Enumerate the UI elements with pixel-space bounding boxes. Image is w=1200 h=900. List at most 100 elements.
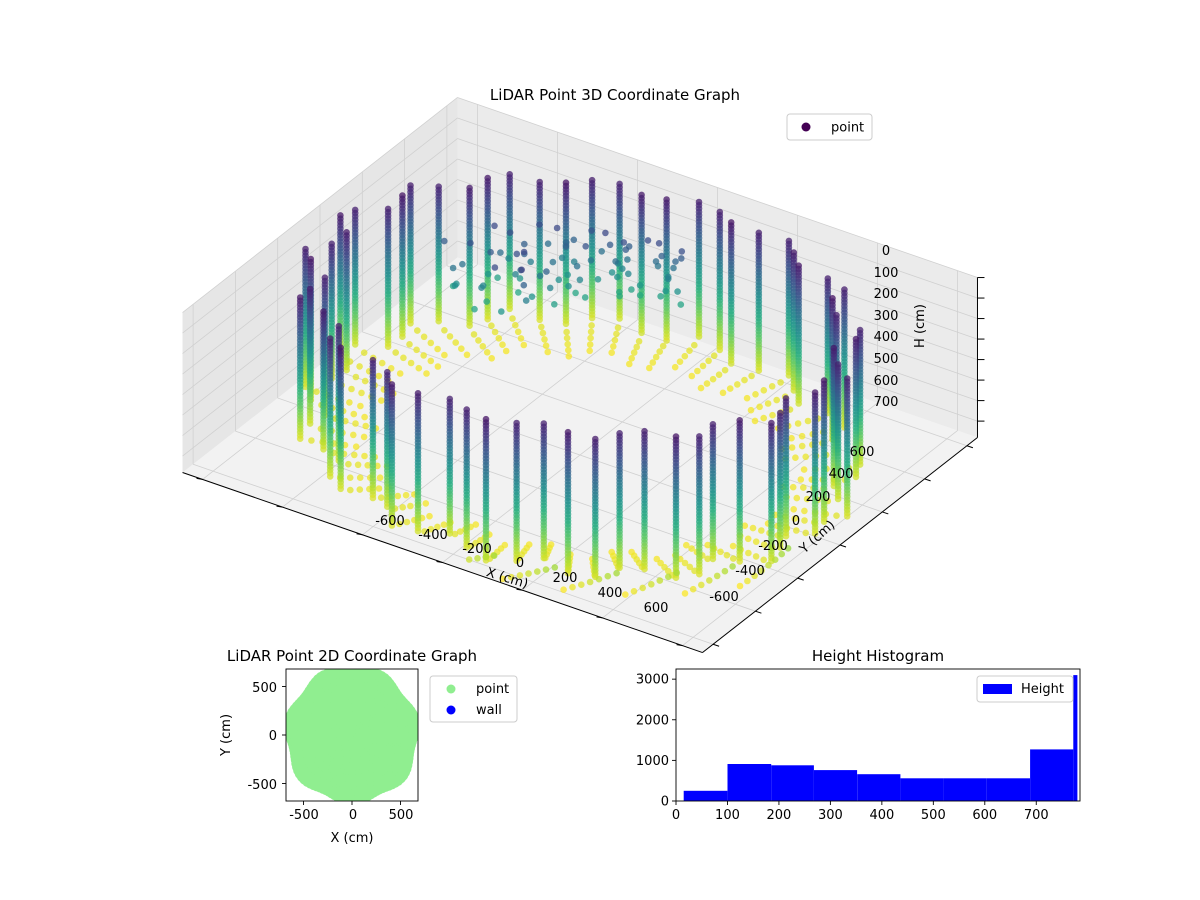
x-tick-label: -600: [375, 514, 405, 529]
data-point: [694, 367, 701, 375]
data-point: [612, 258, 619, 265]
x-tick-label: 600: [644, 601, 669, 616]
data-point: [793, 494, 801, 502]
data-point: [555, 276, 563, 284]
data-point: [659, 342, 667, 350]
histogram-bar: [813, 770, 858, 801]
data-point: [399, 504, 407, 511]
data-point: [630, 588, 638, 595]
chart-2d-title: LiDAR Point 2D Coordinate Graph: [227, 647, 477, 665]
data-point: [709, 555, 717, 563]
data-point: [565, 353, 573, 360]
data-point: [610, 343, 617, 350]
x-tick-label: 700: [1024, 808, 1049, 823]
data-point: [415, 364, 423, 372]
data-point: [769, 411, 776, 419]
data-point: [752, 391, 759, 398]
histogram-legend: Height: [976, 675, 1074, 703]
data-point: [613, 330, 620, 338]
data-point: [614, 273, 621, 281]
data-point: [691, 341, 698, 349]
x-tick-label: 0: [672, 808, 680, 823]
data-point: [350, 431, 357, 439]
data-point: [347, 486, 354, 494]
data-point: [715, 371, 723, 379]
data-point: [820, 518, 828, 525]
data-point: [546, 284, 554, 292]
data-point: [360, 349, 368, 357]
data-point: [520, 281, 528, 289]
data-point: [727, 360, 735, 367]
data-point: [538, 323, 545, 331]
data-point: [749, 524, 757, 532]
data-point: [717, 548, 724, 556]
data-point: [354, 461, 362, 469]
data-point: [459, 260, 466, 268]
data-point: [483, 298, 491, 305]
x-tick-label: -200: [462, 542, 492, 557]
data-point: [427, 525, 435, 533]
data-point: [678, 248, 686, 255]
data-point: [713, 572, 721, 580]
data-point: [361, 413, 368, 421]
data-point: [734, 381, 741, 388]
data-point: [565, 346, 572, 354]
data-point: [792, 454, 799, 462]
y-axis-label: Y (cm): [219, 714, 234, 757]
data-point: [736, 582, 744, 590]
data-point: [553, 224, 561, 232]
data-point: [804, 417, 812, 425]
data-point: [691, 567, 698, 575]
data-point: [788, 434, 795, 442]
data-point: [562, 243, 570, 250]
data-point: [358, 389, 365, 397]
data-point: [595, 575, 603, 583]
data-point: [745, 549, 752, 557]
data-point: [543, 268, 550, 275]
data-point: [760, 556, 767, 564]
data-point: [800, 466, 808, 473]
data-point: [747, 406, 755, 414]
data-point: [560, 586, 567, 593]
y-tick-label: 400: [829, 467, 854, 482]
data-point: [326, 473, 334, 480]
legend-label-height: Height: [1021, 682, 1064, 697]
y-tick: [839, 544, 847, 548]
data-point: [777, 379, 784, 386]
data-point: [587, 257, 595, 264]
legend-label-wall: wall: [476, 703, 502, 718]
data-point: [758, 567, 765, 574]
data-point: [434, 363, 442, 370]
chart-2d-points: [286, 669, 418, 801]
chart-2d: LiDAR Point 2D Coordinate Graph -500 0 5…: [219, 647, 518, 846]
data-point: [723, 551, 731, 559]
data-point: [586, 347, 593, 355]
y-gridline: [319, 364, 841, 546]
data-point: [608, 269, 616, 276]
data-point: [586, 341, 594, 348]
data-point: [499, 341, 506, 349]
data-point: [771, 556, 779, 563]
data-point: [764, 400, 772, 407]
data-point: [352, 373, 360, 381]
data-point: [413, 346, 420, 354]
histogram-bar: [1030, 749, 1074, 801]
data-point: [484, 315, 492, 323]
histogram-bars: [683, 675, 1078, 801]
data-point: [306, 420, 314, 427]
x-tick-label: 500: [921, 808, 946, 823]
data-point: [752, 553, 760, 560]
data-point: [463, 351, 471, 359]
x-tick-label: 200: [767, 808, 792, 823]
data-point: [348, 385, 355, 393]
z-tick-label: 500: [874, 352, 899, 367]
data-point: [507, 573, 515, 581]
data-point: [490, 552, 498, 559]
z-tick-label: 100: [874, 266, 899, 281]
data-point: [541, 336, 548, 343]
data-point: [440, 521, 448, 528]
data-point: [407, 320, 414, 327]
x-tick-label: -400: [418, 528, 448, 543]
data-point: [672, 258, 679, 265]
data-point: [588, 314, 596, 322]
